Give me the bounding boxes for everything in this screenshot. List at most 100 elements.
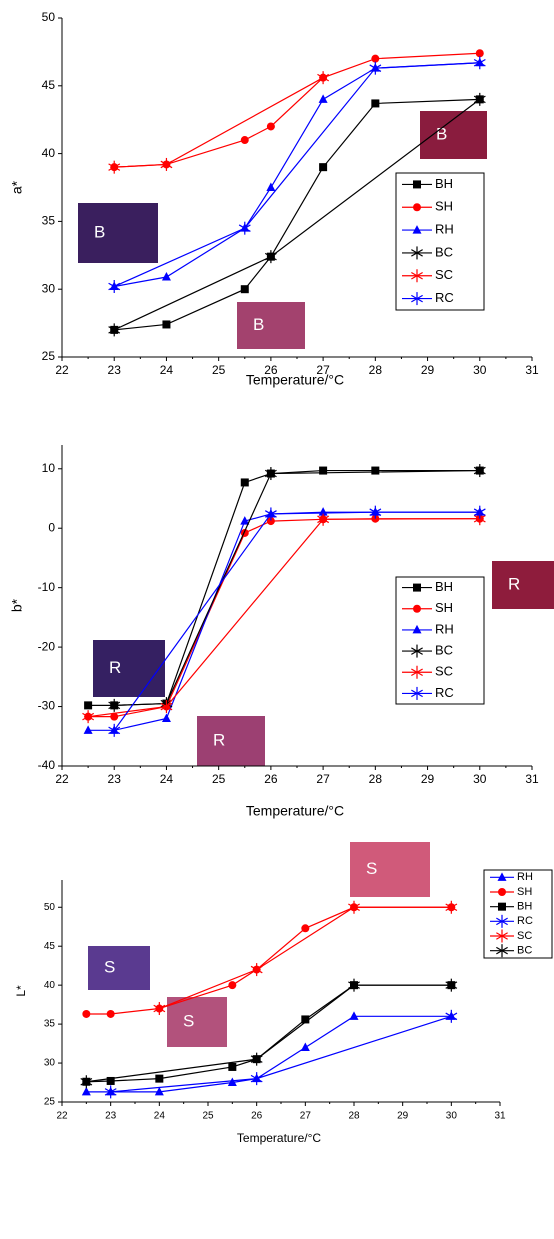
x-tick-label: 31 bbox=[494, 1111, 506, 1122]
marker-circle bbox=[266, 122, 275, 131]
legend-label: RH bbox=[435, 222, 454, 237]
legend-label: RC bbox=[435, 685, 454, 700]
marker-asterisk bbox=[348, 900, 360, 914]
series bbox=[108, 71, 330, 174]
marker-square bbox=[371, 466, 380, 475]
marker-asterisk bbox=[473, 56, 486, 70]
asterisk-stroke bbox=[104, 1088, 117, 1096]
asterisk-stroke bbox=[153, 1004, 166, 1013]
x-tick-label: 23 bbox=[108, 363, 122, 377]
marker-triangle bbox=[154, 1086, 164, 1096]
y-tick-label: 25 bbox=[44, 1097, 56, 1108]
marker-asterisk bbox=[496, 914, 508, 928]
marker-circle bbox=[110, 712, 119, 721]
marker-circle bbox=[228, 981, 237, 990]
x-tick-label: 30 bbox=[473, 772, 487, 786]
marker-triangle bbox=[300, 1042, 310, 1051]
asterisk-stroke bbox=[264, 252, 277, 261]
x-tick-label: 29 bbox=[421, 363, 435, 377]
marker-asterisk bbox=[82, 710, 95, 724]
photo-swatch bbox=[350, 842, 430, 897]
asterisk-stroke bbox=[108, 326, 121, 334]
x-tick-label: 30 bbox=[473, 363, 487, 377]
legend-label: BH bbox=[435, 176, 453, 191]
series bbox=[80, 978, 458, 1089]
x-axis-label: Temperature/°C bbox=[246, 372, 344, 388]
legend-label: BH bbox=[517, 901, 532, 913]
series bbox=[110, 49, 484, 172]
marker-asterisk bbox=[108, 279, 121, 293]
y-tick-label: 50 bbox=[44, 902, 56, 913]
y-tick-label: 25 bbox=[42, 349, 56, 363]
x-tick-label: 28 bbox=[348, 1111, 360, 1122]
series-line bbox=[114, 77, 324, 168]
asterisk-stroke bbox=[445, 1012, 458, 1021]
x-tick-label: 25 bbox=[212, 772, 226, 786]
x-axis-label: Temperature/°C bbox=[237, 1131, 321, 1145]
marker-asterisk bbox=[264, 507, 277, 521]
marker-square bbox=[413, 583, 421, 592]
marker-asterisk bbox=[411, 686, 423, 700]
x-axis-label: Temperature/°C bbox=[246, 803, 344, 819]
marker-circle bbox=[266, 517, 275, 526]
legend-label: RH bbox=[435, 621, 454, 636]
asterisk-stroke bbox=[411, 668, 423, 677]
legend-label: BC bbox=[435, 244, 453, 259]
asterisk-stroke bbox=[80, 1077, 93, 1086]
marker-asterisk bbox=[473, 505, 486, 519]
x-tick-label: 27 bbox=[300, 1111, 312, 1122]
marker-asterisk bbox=[108, 723, 121, 737]
legend-label: SH bbox=[517, 886, 532, 898]
marker-asterisk bbox=[496, 929, 508, 943]
marker-square bbox=[413, 180, 421, 189]
x-tick-label: 26 bbox=[251, 1111, 263, 1122]
marker-asterisk bbox=[264, 250, 277, 264]
marker-asterisk bbox=[108, 323, 121, 337]
marker-circle bbox=[498, 888, 506, 896]
marker-asterisk bbox=[445, 900, 458, 914]
marker-asterisk bbox=[250, 963, 263, 977]
series bbox=[108, 464, 486, 712]
asterisk-stroke bbox=[369, 508, 382, 516]
marker-square bbox=[371, 99, 380, 108]
swatch-label: S bbox=[104, 957, 115, 976]
asterisk-stroke bbox=[411, 294, 423, 303]
series bbox=[108, 92, 486, 337]
x-tick-label: 28 bbox=[369, 772, 383, 786]
asterisk-stroke bbox=[108, 701, 121, 710]
series bbox=[82, 903, 456, 1018]
asterisk-stroke bbox=[369, 64, 382, 72]
legend-label: BC bbox=[517, 945, 532, 957]
asterisk-stroke bbox=[445, 981, 458, 989]
x-tick-label: 24 bbox=[160, 363, 174, 377]
series bbox=[104, 1009, 458, 1099]
marker-asterisk bbox=[445, 1009, 458, 1023]
x-tick-label: 22 bbox=[56, 1111, 68, 1122]
swatch-label: B bbox=[253, 315, 264, 334]
y-tick-label: -40 bbox=[38, 758, 56, 772]
asterisk-stroke bbox=[160, 160, 173, 169]
series bbox=[153, 900, 458, 1016]
marker-square bbox=[240, 285, 249, 294]
x-tick-label: 23 bbox=[108, 772, 122, 786]
x-tick-label: 28 bbox=[369, 363, 383, 377]
marker-square bbox=[162, 320, 171, 329]
legend-label: RC bbox=[517, 915, 533, 927]
asterisk-stroke bbox=[250, 1055, 263, 1063]
asterisk-stroke bbox=[160, 702, 173, 711]
marker-asterisk bbox=[411, 665, 423, 679]
marker-square bbox=[84, 701, 93, 710]
y-tick-label: 45 bbox=[44, 941, 56, 952]
marker-asterisk bbox=[80, 1075, 93, 1089]
marker-triangle bbox=[349, 1011, 359, 1020]
legend-label: RH bbox=[517, 871, 533, 883]
series bbox=[81, 1011, 456, 1096]
photo-swatch bbox=[93, 640, 165, 697]
asterisk-stroke bbox=[473, 466, 486, 475]
marker-square bbox=[319, 163, 328, 172]
marker-triangle bbox=[266, 182, 276, 191]
asterisk-stroke bbox=[317, 73, 330, 82]
marker-asterisk bbox=[108, 160, 121, 174]
swatch-label: R bbox=[109, 658, 121, 677]
